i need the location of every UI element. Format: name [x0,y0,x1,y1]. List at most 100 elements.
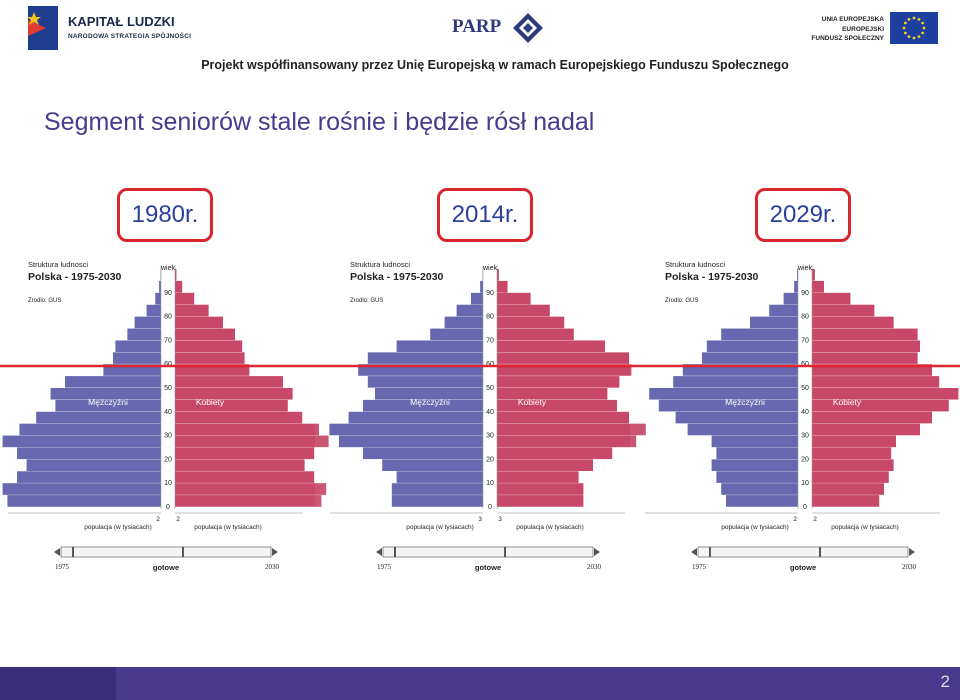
parp-text: PARP [452,16,502,37]
bar-men [783,292,798,305]
x-axis-label-left: populacja (w tysiacach) [406,524,474,531]
age-tick-label: 30 [801,433,809,440]
age-tick-label: 80 [486,314,494,321]
age-tick-label: 20 [164,456,172,463]
slider-left-arrow-icon[interactable] [54,548,60,556]
bar-women [812,340,920,352]
bar-women [812,411,932,424]
bar-men [721,328,798,341]
age-tick-label: 0 [803,504,807,511]
bar-men [19,423,162,436]
kapital-ludzki-flag-icon [28,6,58,50]
chart-source: Zrodlo: GUS [665,298,698,304]
bar-men [375,388,483,400]
eu-star-icon [902,26,906,30]
bar-men [26,459,161,471]
bar-men [367,376,483,388]
bar-men [159,280,161,293]
year-slider-track[interactable] [382,546,594,558]
age-tick-label: 70 [801,337,809,344]
bar-men [329,423,483,436]
year-slider-tick [72,547,74,557]
x-tick-label: 2 [813,516,817,523]
page-number: 2 [940,672,950,691]
eu-star-icon [917,17,921,21]
slider-right-arrow-icon[interactable] [909,548,915,556]
chart-subtitle: Polska - 1975-2030 [28,271,122,283]
slider-left-arrow-icon[interactable] [691,548,697,556]
slider-status-label: gotowe [475,563,501,572]
bar-men [658,399,798,412]
bar-women [812,399,949,412]
age-tick-label: 80 [164,314,172,321]
bar-women [812,352,918,364]
chart-source: Zrodlo: GUS [28,298,61,304]
age-tick-label: 20 [486,456,494,463]
bar-men [65,376,161,388]
chart-subtitle: Polska - 1975-2030 [350,271,444,283]
bar-men [50,388,161,400]
slider-right-arrow-icon[interactable] [272,548,278,556]
age-tick-label: 70 [164,337,172,344]
bar-women [175,280,183,293]
age-axis [483,265,497,509]
slider-start-year: 1975 [692,563,707,571]
eu-logo: UNIA EUROPEJSKA EUROPEJSKI FUNDUSZ SPOŁE… [808,12,938,48]
year-slider-track[interactable] [697,546,909,558]
bar-men [794,280,798,293]
slider-right-arrow-icon[interactable] [594,548,600,556]
bar-women [497,411,629,424]
bar-men [711,435,798,448]
bar-women [497,292,531,305]
cofinancing-note: Projekt współfinansowany przez Unię Euro… [201,58,789,72]
chart-title: Struktura ludnosci [28,260,88,269]
age-axis-title: wiek [797,265,813,272]
year-slider-handle[interactable] [504,547,506,557]
slider-left-arrow-icon[interactable] [376,548,382,556]
x-tick-label: 3 [498,516,502,523]
age-axis [798,265,812,509]
bar-men [348,411,483,424]
bar-women [497,328,574,341]
bar-women [812,269,815,281]
x-axis-label-right: populacja (w tysiacach) [194,524,262,531]
parp-logo: PARP [452,12,552,48]
slider-start-year: 1975 [55,563,70,571]
x-tick-label: 2 [156,516,160,523]
bar-women [497,352,629,364]
age-tick-label: 60 [801,361,809,368]
eu-star-icon [922,26,926,30]
bar-women [497,435,637,448]
eu-star-icon [912,16,916,20]
year-slider-tick [709,547,711,557]
slider-end-year: 2030 [587,563,602,571]
year-slider-track[interactable] [60,546,272,558]
bar-women [497,269,499,281]
eu-flag-icon [890,12,938,44]
bar-men [396,340,483,352]
kapital-ludzki-logo: KAPITAŁ LUDZKI NARODOWA STRATEGIA SPÓJNO… [28,6,192,58]
age-tick-label: 0 [488,504,492,511]
bar-women [175,435,329,448]
bar-women [175,292,195,305]
kapital-ludzki-subtitle: NARODOWA STRATEGIA SPÓJNOŚCI [68,33,192,40]
bar-women [812,328,918,341]
bar-men [363,399,483,412]
year-badge-2029: 2029r. [755,188,851,242]
bar-women [175,459,305,471]
bar-women [497,399,617,412]
slider-end-year: 2030 [902,563,917,571]
bar-women [497,388,608,400]
age-tick-label: 60 [164,361,172,368]
year-slider-handle[interactable] [819,547,821,557]
bar-men [367,352,483,364]
eu-line-3: FUNDUSZ SPOŁECZNY [811,35,884,42]
bar-women [812,388,959,400]
bar-men [702,352,798,364]
bar-women [812,435,896,448]
bar-men [115,340,161,352]
eu-line-1: UNIA EUROPEJSKA [821,16,884,23]
year-slider-handle[interactable] [182,547,184,557]
bar-women [812,459,894,471]
